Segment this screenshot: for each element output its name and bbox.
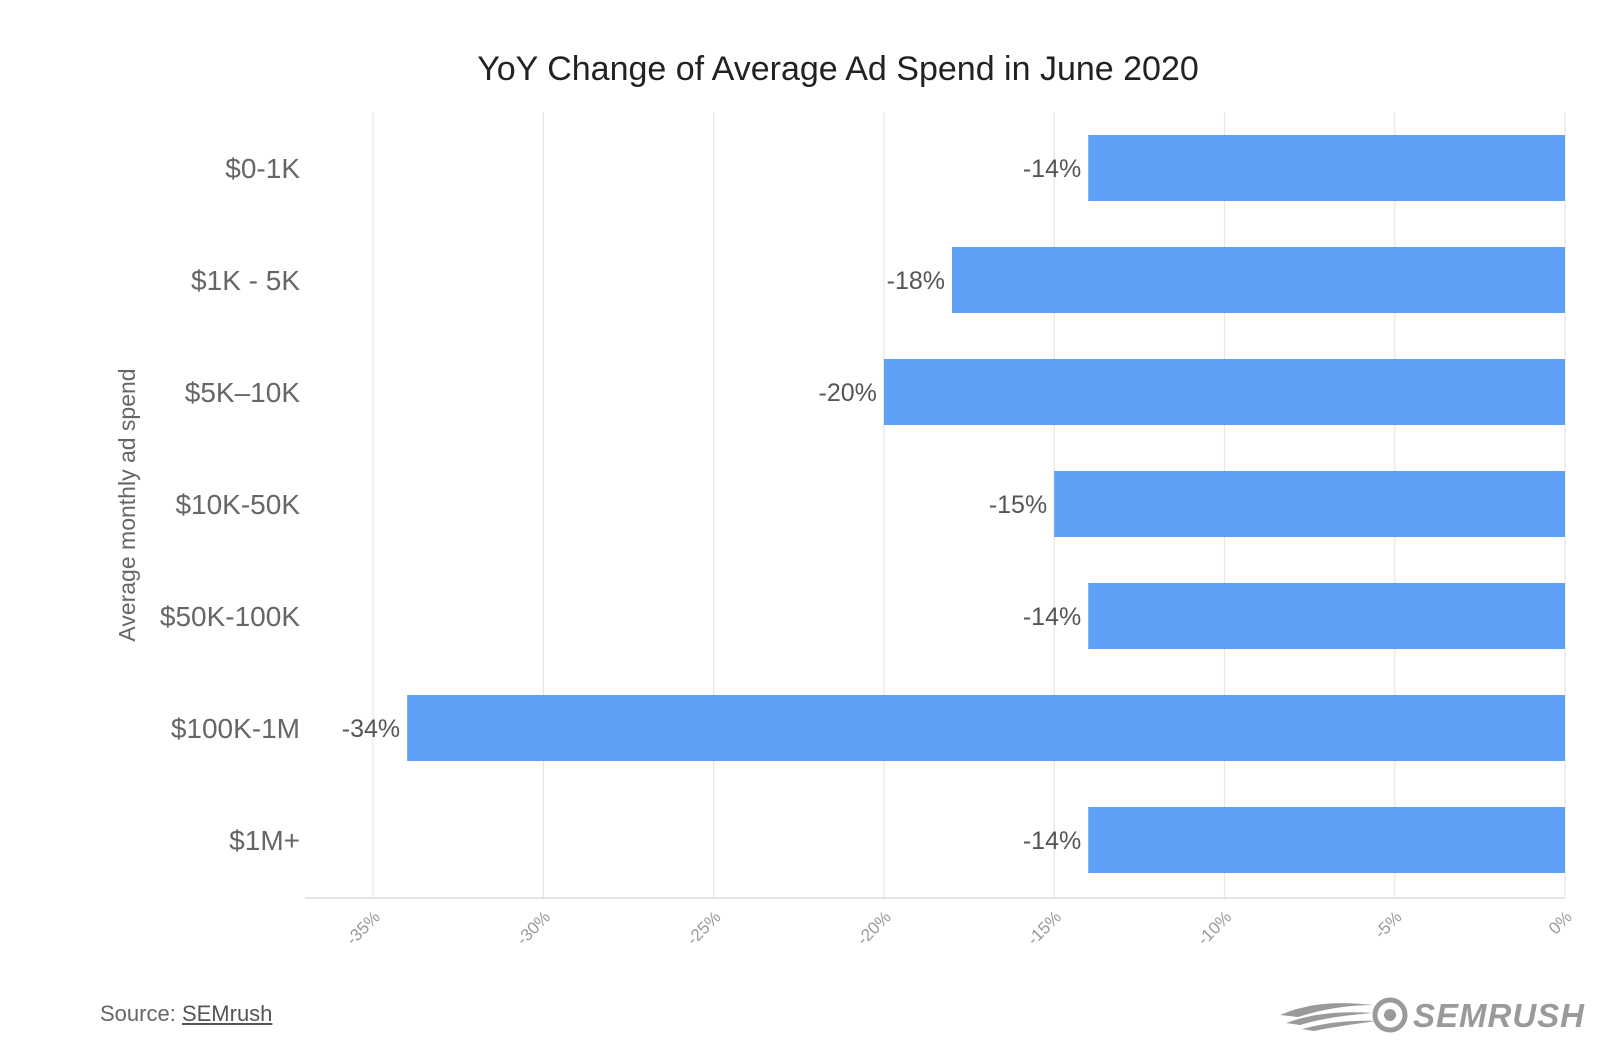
category-label: $5K–10K [185,377,301,408]
category-labels: $0-1K $1K - 5K $5K–10K $10K-50K $50K-100K $10… [160,153,300,856]
value-label: -15% [989,491,1047,519]
bar [1088,135,1565,201]
bars [407,135,1566,873]
category-label: $50K-100K [160,601,300,632]
semrush-logo: SEMRUSH [1280,997,1585,1033]
x-tick-label: -15% [1024,907,1065,948]
bar [952,247,1565,313]
y-axis-label: Average monthly ad spend [114,368,140,641]
value-label: -14% [1023,155,1081,183]
x-tick-labels: -35% -30% -25% -20% -15% -10% -5% 0% [342,907,1575,948]
bar [1054,471,1565,537]
source-link[interactable]: SEMrush [181,1001,273,1026]
value-label: -20% [819,379,877,407]
value-label: -14% [1023,827,1081,855]
x-tick-label: 0% [1545,907,1576,938]
value-label: -18% [887,267,945,295]
value-label: -14% [1023,603,1081,631]
bar [883,359,1565,425]
x-tick-label: -5% [1371,907,1406,942]
value-label: -34% [342,715,400,743]
category-label: $100K-1M [171,713,300,744]
category-label: $10K-50K [175,489,300,520]
value-labels: -14% -18% -20% -15% -14% -34% -14% [342,155,1081,855]
bar [1088,583,1565,649]
x-tick-label: -10% [1194,907,1235,948]
x-tick-label: -25% [683,907,724,948]
chart-title: YoY Change of Average Ad Spend in June 2… [477,50,1199,88]
category-label: $0-1K [225,153,300,184]
x-tick-label: -20% [853,907,894,948]
semrush-fireball-icon [1280,997,1408,1033]
brand-wordmark: SEMRUSH [1413,997,1585,1033]
category-label: $1M+ [229,825,300,856]
source-prefix: Source: [100,1001,182,1026]
bar [407,695,1566,761]
x-tick-label: -30% [513,907,554,948]
x-tick-label: -35% [342,907,383,948]
category-label: $1K - 5K [191,265,300,296]
source-note: Source: SEMrush [100,1001,272,1027]
bar [1088,807,1565,873]
